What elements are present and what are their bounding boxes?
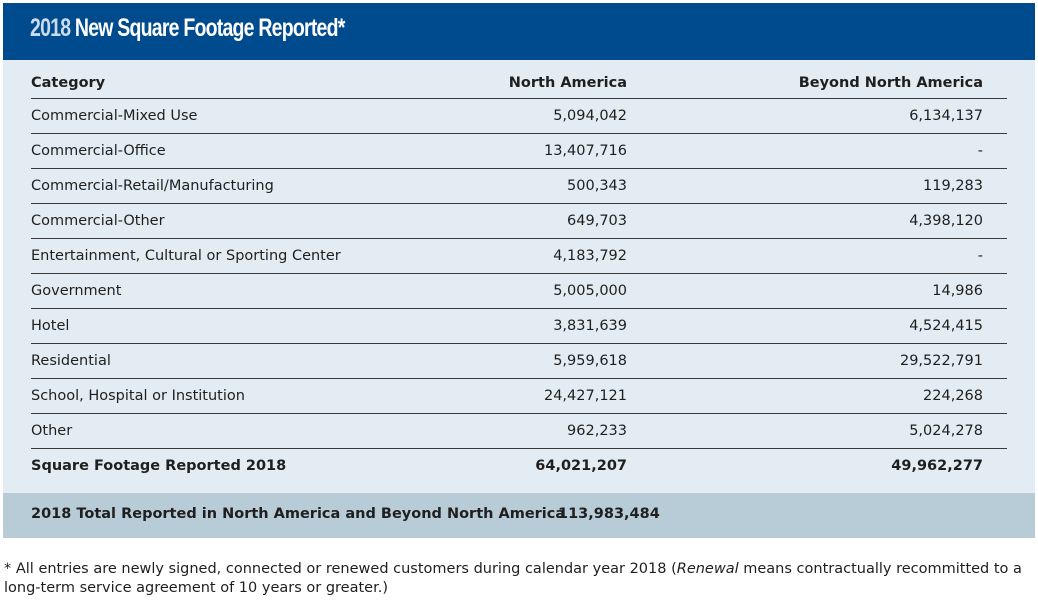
header-beyond-north-america: Beyond North America xyxy=(651,67,1007,99)
row-beyond-north-america: 119,283 xyxy=(651,168,1007,204)
total-beyond-north-america: 49,962,277 xyxy=(891,458,983,474)
row-beyond-north-america: - xyxy=(651,133,1007,169)
table-header-row: Category North America Beyond North Amer… xyxy=(31,67,1007,99)
row-north-america: 5,005,000 xyxy=(461,273,651,309)
report-panel: 2018 New Square Footage Reported* Catego… xyxy=(3,3,1035,538)
table-row: Government 5,005,000 14,986 xyxy=(31,273,1007,309)
footnote-emphasis: Renewal xyxy=(676,561,739,577)
row-beyond-north-america: - xyxy=(651,238,1007,274)
row-north-america: 4,183,792 xyxy=(461,238,651,274)
row-category: Residential xyxy=(31,343,461,379)
footnote-suffix: means contractually recommitted to a lon… xyxy=(4,561,1022,596)
row-beyond-north-america: 29,522,791 xyxy=(651,343,1007,379)
grand-total-label: 2018 Total Reported in North America and… xyxy=(31,506,566,522)
row-north-america: 649,703 xyxy=(461,203,651,239)
table-row: Other 962,233 5,024,278 xyxy=(31,413,1007,449)
row-category: Entertainment, Cultural or Sporting Cent… xyxy=(31,238,461,274)
table-row: Entertainment, Cultural or Sporting Cent… xyxy=(31,238,1007,274)
footnote: * All entries are newly signed, connecte… xyxy=(4,560,1030,598)
table-total-row: Square Footage Reported 2018 64,021,207 … xyxy=(31,449,1007,484)
row-category: School, Hospital or Institution xyxy=(31,378,461,414)
row-north-america: 3,831,639 xyxy=(461,308,651,344)
row-category: Commercial-Office xyxy=(31,133,461,169)
total-label: Square Footage Reported 2018 xyxy=(31,458,287,474)
row-category: Other xyxy=(31,413,461,449)
row-beyond-north-america: 6,134,137 xyxy=(651,98,1007,134)
title-year: 2018 xyxy=(30,14,71,42)
grand-total-value: 113,983,484 xyxy=(558,506,660,522)
row-beyond-north-america: 4,398,120 xyxy=(651,203,1007,239)
table-row: Commercial-Other 649,703 4,398,120 xyxy=(31,203,1007,239)
row-category: Commercial-Mixed Use xyxy=(31,98,461,134)
table-row: Commercial-Office 13,407,716 - xyxy=(31,133,1007,169)
square-footage-table-wrap: Category North America Beyond North Amer… xyxy=(31,67,1007,483)
row-category: Government xyxy=(31,273,461,309)
table-row: Hotel 3,831,639 4,524,415 xyxy=(31,308,1007,344)
row-north-america: 5,959,618 xyxy=(461,343,651,379)
row-beyond-north-america: 14,986 xyxy=(651,273,1007,309)
row-north-america: 5,094,042 xyxy=(461,98,651,134)
title-bar: 2018 New Square Footage Reported* xyxy=(3,3,1035,60)
row-beyond-north-america: 5,024,278 xyxy=(651,413,1007,449)
row-category: Hotel xyxy=(31,308,461,344)
row-category: Commercial-Retail/Manufacturing xyxy=(31,168,461,204)
table-row: Residential 5,959,618 29,522,791 xyxy=(31,343,1007,379)
table-row: Commercial-Retail/Manufacturing 500,343 … xyxy=(31,168,1007,204)
row-north-america: 500,343 xyxy=(461,168,651,204)
row-north-america: 13,407,716 xyxy=(461,133,651,169)
square-footage-table: Category North America Beyond North Amer… xyxy=(31,67,1007,483)
footnote-prefix: * All entries are newly signed, connecte… xyxy=(4,561,677,577)
table-row: School, Hospital or Institution 24,427,1… xyxy=(31,378,1007,414)
header-north-america: North America xyxy=(461,67,651,99)
row-beyond-north-america: 224,268 xyxy=(651,378,1007,414)
table-row: Commercial-Mixed Use 5,094,042 6,134,137 xyxy=(31,98,1007,134)
header-category: Category xyxy=(31,67,461,99)
grand-total-band: 2018 Total Reported in North America and… xyxy=(3,493,1035,538)
row-north-america: 962,233 xyxy=(461,413,651,449)
row-category: Commercial-Other xyxy=(31,203,461,239)
total-north-america: 64,021,207 xyxy=(535,458,627,474)
row-north-america: 24,427,121 xyxy=(461,378,651,414)
page-title: 2018 New Square Footage Reported* xyxy=(30,14,345,43)
row-beyond-north-america: 4,524,415 xyxy=(651,308,1007,344)
title-text: New Square Footage Reported* xyxy=(74,14,345,42)
